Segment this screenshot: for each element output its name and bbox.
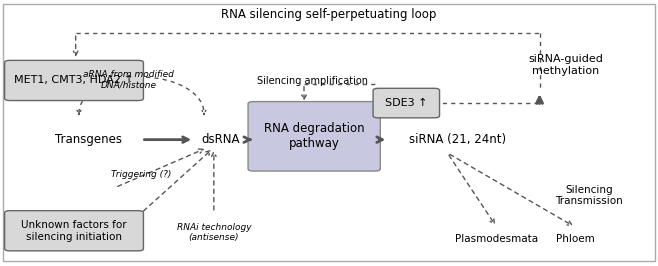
Text: dsRNA: dsRNA <box>201 133 240 146</box>
Text: Phloem: Phloem <box>557 234 595 244</box>
FancyBboxPatch shape <box>248 102 380 171</box>
FancyBboxPatch shape <box>5 60 143 101</box>
Text: Plasmodesmata: Plasmodesmata <box>455 234 538 244</box>
Text: RNAi technology
(antisense): RNAi technology (antisense) <box>176 223 251 242</box>
Text: Transgenes: Transgenes <box>55 133 122 146</box>
Text: aRNA from modified
DNA/histone: aRNA from modified DNA/histone <box>83 70 174 89</box>
Text: Silencing
Transmission: Silencing Transmission <box>555 185 622 206</box>
FancyBboxPatch shape <box>373 88 440 118</box>
Text: RNA silencing self-perpetuating loop: RNA silencing self-perpetuating loop <box>221 8 437 21</box>
Text: Unknown factors for
silencing initiation: Unknown factors for silencing initiation <box>21 220 127 242</box>
Text: RNA degradation
pathway: RNA degradation pathway <box>264 122 365 150</box>
Text: Triggering (?): Triggering (?) <box>111 170 172 179</box>
Text: siRNA-guided
methylation: siRNA-guided methylation <box>528 54 603 76</box>
Text: MET1, CMT3, HDA2 ↑: MET1, CMT3, HDA2 ↑ <box>14 76 134 85</box>
Text: siRNA (21, 24nt): siRNA (21, 24nt) <box>409 133 506 146</box>
FancyBboxPatch shape <box>5 211 143 251</box>
Text: SDE3 ↑: SDE3 ↑ <box>385 98 428 108</box>
Text: Silencing amplification: Silencing amplification <box>257 76 368 86</box>
